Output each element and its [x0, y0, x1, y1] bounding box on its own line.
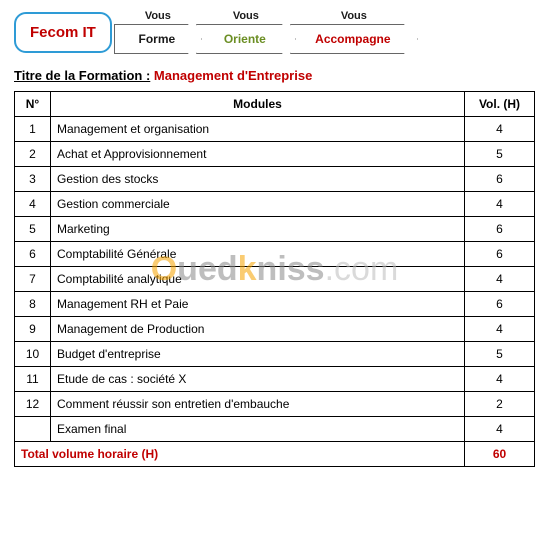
cell-module: Gestion des stocks: [51, 167, 465, 192]
cell-num: 12: [15, 392, 51, 417]
cell-module: Management de Production: [51, 317, 465, 342]
cell-module: Examen final: [51, 417, 465, 442]
col-vol-header: Vol. (H): [465, 92, 535, 117]
table-row: 1Management et organisation4: [15, 117, 535, 142]
modules-table: N° Modules Vol. (H) 1Management et organ…: [14, 91, 535, 467]
table-row: 4Gestion commerciale4: [15, 192, 535, 217]
table-header-row: N° Modules Vol. (H): [15, 92, 535, 117]
chevron-1-shape: Forme: [114, 24, 202, 54]
table-total-row: Total volume horaire (H) 60: [15, 442, 535, 467]
logo: Fecom IT: [14, 12, 112, 53]
table-row: 9Management de Production4: [15, 317, 535, 342]
header: Fecom IT Vous Forme Vous Oriente Vous Ac…: [14, 10, 535, 54]
cell-vol: 6: [465, 217, 535, 242]
cell-vol: 5: [465, 342, 535, 367]
table-row: 7Comptabilité analytique4: [15, 267, 535, 292]
cell-vol: 4: [465, 367, 535, 392]
cell-vol: 2: [465, 392, 535, 417]
cell-num: 2: [15, 142, 51, 167]
cell-num: 6: [15, 242, 51, 267]
cell-vol: 5: [465, 142, 535, 167]
cell-module: Gestion commerciale: [51, 192, 465, 217]
cell-num: 1: [15, 117, 51, 142]
cell-num: 3: [15, 167, 51, 192]
cell-num: 4: [15, 192, 51, 217]
col-num-header: N°: [15, 92, 51, 117]
cell-vol: 4: [465, 417, 535, 442]
cell-module: Achat et Approvisionnement: [51, 142, 465, 167]
cell-vol: 4: [465, 267, 535, 292]
cell-vol: 4: [465, 317, 535, 342]
cell-vol: 4: [465, 117, 535, 142]
chevron-3-top: Vous: [341, 10, 367, 22]
formation-title: Titre de la Formation : Management d'Ent…: [14, 68, 535, 83]
table-row: 10Budget d'entreprise5: [15, 342, 535, 367]
table-row: 8Management RH et Paie6: [15, 292, 535, 317]
cell-num: 10: [15, 342, 51, 367]
cell-vol: 6: [465, 242, 535, 267]
cell-num: 11: [15, 367, 51, 392]
cell-num: 5: [15, 217, 51, 242]
cell-module: Budget d'entreprise: [51, 342, 465, 367]
cell-num: 7: [15, 267, 51, 292]
chevron-3-shape: Accompagne: [290, 24, 418, 54]
total-value: 60: [465, 442, 535, 467]
cell-vol: 6: [465, 292, 535, 317]
cell-num: 9: [15, 317, 51, 342]
cell-module: Comment réussir son entretien d'embauche: [51, 392, 465, 417]
table-row: 5Marketing6: [15, 217, 535, 242]
total-label: Total volume horaire (H): [15, 442, 465, 467]
cell-module: Management RH et Paie: [51, 292, 465, 317]
chevron-2: Vous Oriente: [196, 10, 296, 54]
cell-vol: 4: [465, 192, 535, 217]
formation-title-value: Management d'Entreprise: [154, 68, 312, 83]
table-row: 6Comptabilité Générale6: [15, 242, 535, 267]
table-row: 2Achat et Approvisionnement5: [15, 142, 535, 167]
cell-module: Comptabilité Générale: [51, 242, 465, 267]
cell-module: Management et organisation: [51, 117, 465, 142]
chevron-row: Vous Forme Vous Oriente Vous Accompagne: [120, 10, 418, 54]
table-row: 11Etude de cas : société X4: [15, 367, 535, 392]
chevron-2-shape: Oriente: [196, 24, 296, 54]
cell-num: 8: [15, 292, 51, 317]
chevron-1-top: Vous: [145, 10, 171, 22]
table-row: 12Comment réussir son entretien d'embauc…: [15, 392, 535, 417]
chevron-1: Vous Forme: [114, 10, 202, 54]
chevron-3: Vous Accompagne: [290, 10, 418, 54]
formation-title-lead: Titre de la Formation :: [14, 68, 150, 83]
table-row: 3Gestion des stocks6: [15, 167, 535, 192]
cell-module: Marketing: [51, 217, 465, 242]
col-module-header: Modules: [51, 92, 465, 117]
cell-vol: 6: [465, 167, 535, 192]
cell-module: Etude de cas : société X: [51, 367, 465, 392]
chevron-2-top: Vous: [233, 10, 259, 22]
cell-module: Comptabilité analytique: [51, 267, 465, 292]
table-row: Examen final4: [15, 417, 535, 442]
cell-num: [15, 417, 51, 442]
